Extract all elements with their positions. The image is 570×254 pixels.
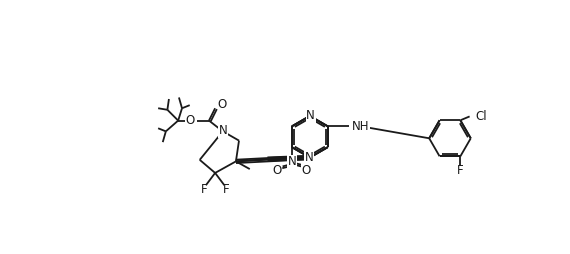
Text: O: O bbox=[186, 114, 195, 127]
Text: Cl: Cl bbox=[476, 110, 487, 123]
Text: F: F bbox=[223, 183, 229, 196]
Text: N: N bbox=[305, 151, 314, 164]
Text: F: F bbox=[457, 164, 463, 177]
Text: O: O bbox=[272, 164, 282, 177]
Text: NH: NH bbox=[352, 120, 369, 133]
Text: N: N bbox=[306, 109, 315, 122]
Text: N: N bbox=[218, 124, 227, 137]
Text: N: N bbox=[287, 155, 296, 168]
Text: F: F bbox=[201, 183, 207, 196]
Text: O: O bbox=[217, 98, 227, 111]
Text: O: O bbox=[302, 164, 311, 177]
